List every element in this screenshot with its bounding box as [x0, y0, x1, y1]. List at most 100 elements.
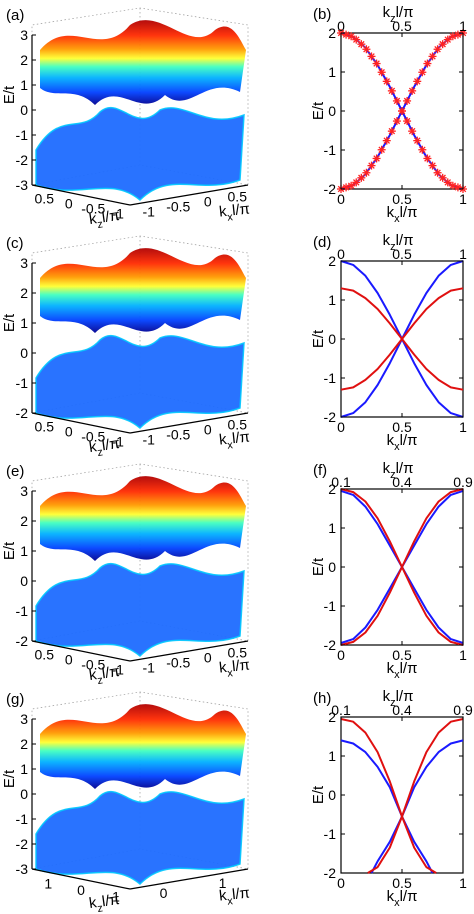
- top-tick-label: 0.9: [453, 474, 473, 490]
- ztick-label: -2: [16, 836, 29, 852]
- ytick-label: 2: [328, 253, 336, 269]
- panel-label: (e): [6, 463, 24, 480]
- ytick-label: 0.5: [228, 645, 248, 661]
- top-axis-label-tail: l/π: [396, 4, 414, 21]
- xtick-label: -1: [112, 206, 125, 222]
- marker-stroke: [413, 78, 421, 85]
- ytick-label: -2: [324, 409, 337, 425]
- kx-axis-label: kxl/π: [218, 884, 251, 908]
- marker-stroke: [408, 87, 416, 95]
- marker-asterisk: [403, 117, 412, 126]
- kz-axis-label-tail: l/π: [101, 435, 121, 454]
- xtick-label: 1: [459, 191, 467, 207]
- marker-asterisk: [372, 59, 381, 68]
- marker-stroke: [378, 146, 385, 153]
- z-axis-label: E/t: [1, 85, 18, 104]
- marker-stroke: [454, 184, 462, 191]
- top-axis-label-main: k: [383, 232, 391, 249]
- ztick-label: -2: [16, 633, 29, 649]
- x-axis-label: kxl/π: [387, 660, 418, 681]
- x-axis-label: kxl/π: [387, 888, 418, 909]
- ztick-label: 2: [20, 285, 28, 301]
- ztick-label: -1: [16, 811, 29, 827]
- y-axis-label: E/t: [310, 557, 327, 576]
- marker-asterisk: [413, 136, 422, 145]
- marker-asterisk: [408, 86, 417, 95]
- marker-stroke: [444, 36, 452, 43]
- ztick-label: -1: [16, 375, 29, 391]
- ytick-label: 0.5: [228, 417, 248, 433]
- x-axis-label-main: k: [387, 204, 395, 221]
- ztick-label: 3: [20, 27, 28, 43]
- upper-energy-band: [40, 248, 246, 333]
- xtick-label: 0.5: [392, 647, 412, 663]
- marker-asterisk: [428, 161, 437, 170]
- ytick-label: -1: [143, 660, 156, 676]
- marker-stroke: [424, 60, 431, 67]
- kx-axis-label-main: k: [218, 887, 228, 905]
- kz-axis-label-sub: z: [97, 218, 104, 231]
- marker-asterisk: [418, 145, 427, 154]
- lower-energy-band: [36, 335, 244, 428]
- top-tick-label: 0.4: [392, 702, 412, 718]
- xtick-label: 0: [337, 647, 345, 663]
- ztick-label: 2: [20, 513, 28, 529]
- marker-asterisk: [362, 45, 371, 54]
- xtick-label: 1: [459, 875, 467, 891]
- x-axis-label-tail: l/π: [400, 888, 418, 905]
- marker-stroke: [449, 182, 457, 190]
- ztick-label: -1: [16, 603, 29, 619]
- top-axis-label-main: k: [383, 688, 391, 705]
- lower-band-edge: [35, 562, 245, 658]
- lower-energy-band: [36, 563, 244, 656]
- xtick-label: -0.5: [81, 429, 105, 445]
- panel-label: (f): [313, 462, 327, 479]
- xtick-label: 0: [65, 652, 73, 668]
- xtick-label: 1: [44, 875, 52, 891]
- marker-asterisk: [382, 136, 391, 145]
- x-axis-label-tail: l/π: [400, 432, 418, 449]
- ytick-label: 0.5: [228, 189, 248, 205]
- marker-asterisk: [347, 181, 356, 190]
- marker-stroke: [388, 127, 396, 135]
- marker-stroke: [413, 137, 421, 144]
- kx-axis-label-tail: l/π: [231, 884, 251, 903]
- marker-stroke: [368, 53, 375, 60]
- kz-axis-label: kzl/π: [88, 435, 121, 460]
- ztick-label: 3: [20, 255, 28, 271]
- x-axis-label-main: k: [387, 660, 395, 677]
- marker-asterisk: [433, 168, 442, 177]
- kx-axis-label-main: k: [218, 659, 228, 677]
- ytick-label: -1: [143, 432, 156, 448]
- y-axis-label: E/t: [310, 329, 327, 348]
- marker-asterisk: [438, 40, 447, 49]
- x-axis-label-tail: l/π: [400, 660, 418, 677]
- marker-stroke: [368, 162, 375, 169]
- ytick-label: -1: [324, 142, 337, 158]
- marker-asterisk: [433, 45, 442, 54]
- kz-axis-label-tail: l/π: [101, 891, 121, 910]
- ytick-label: -1: [324, 598, 337, 614]
- kx-axis-label-sub: x: [227, 439, 234, 452]
- xtick-label: 0: [65, 196, 73, 212]
- y-axis-label: E/t: [310, 101, 327, 120]
- marker-asterisk: [362, 168, 371, 177]
- xtick-label: 0.5: [392, 191, 412, 207]
- marker-stroke: [363, 45, 370, 53]
- top-tick-label: 0.4: [392, 474, 412, 490]
- marker-stroke: [383, 78, 391, 85]
- marker-stroke: [388, 87, 396, 95]
- marker-asterisk: [392, 96, 401, 105]
- marker-asterisk: [352, 35, 361, 44]
- ytick-label: -0.5: [166, 655, 190, 671]
- panel-label: (c): [6, 235, 24, 252]
- xtick-label: 0: [337, 875, 345, 891]
- marker-asterisk: [392, 117, 401, 126]
- xtick-label: 0.5: [392, 419, 412, 435]
- marker-asterisk: [438, 173, 447, 182]
- kz-axis-label-main: k: [88, 894, 98, 912]
- marker-asterisk: [443, 35, 452, 44]
- kz-axis-label-main: k: [88, 438, 98, 456]
- x-axis-line: [31, 184, 131, 206]
